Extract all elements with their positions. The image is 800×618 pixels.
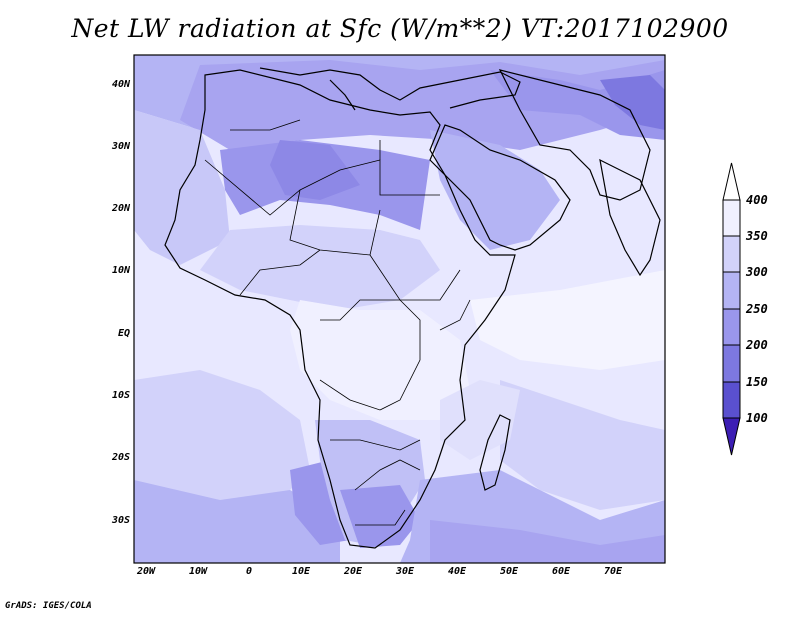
lon-tick-label: 20W [136,566,156,577]
colorbar-label: 200 [746,338,768,352]
lat-tick-label: 20N [111,203,130,214]
colorbar-bottom-arrow [722,417,741,456]
lat-tick-label: EQ [117,328,130,339]
country-borders [204,119,471,526]
lat-tick-label: 30S [111,515,130,526]
colorbar-label: 400 [746,193,768,207]
lat-tick-label: 40N [111,79,130,90]
lon-tick-label: 40E [447,566,467,577]
colorbar-band [722,271,741,310]
colorbar-label: 150 [746,375,768,389]
colorbar-label: 100 [746,411,768,425]
lat-tick-label: 30N [111,141,130,152]
lon-tick-label: 30E [395,566,415,577]
lat-tick-label: 10N [111,265,130,276]
lon-tick-label: 60E [551,566,571,577]
coastlines [164,67,661,549]
lon-tick-label: 10E [291,566,311,577]
colorbar-label: 300 [746,265,768,279]
colorbar-band [722,344,741,383]
lat-tick-label: 10S [111,390,130,401]
colorbar-label: 250 [746,302,768,316]
lon-tick-label: 70E [603,566,623,577]
colorbar [722,162,741,456]
lon-tick-label: 50E [499,566,519,577]
radiation-shading [134,55,665,563]
credit-label: GrADS: IGES/COLA [5,601,92,611]
colorbar-band [722,381,741,419]
lon-tick-label: 0 [245,566,253,577]
colorbar-band [722,235,741,273]
colorbar-band [722,199,741,237]
colorbar-top-arrow [722,162,741,201]
colorbar-band [722,308,741,346]
colorbar-label: 350 [746,229,768,243]
map-frame [133,54,666,564]
map-title: Net LW radiation at Sfc (W/m**2) VT:2017… [71,14,729,43]
lon-tick-label: 10W [188,566,208,577]
lat-tick-label: 20S [111,452,130,463]
lon-tick-label: 20E [343,566,363,577]
